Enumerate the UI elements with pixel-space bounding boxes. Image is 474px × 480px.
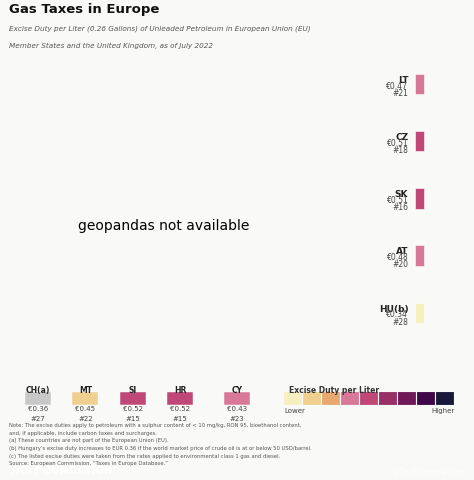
Text: €0.48: €0.48 (387, 252, 408, 262)
FancyBboxPatch shape (284, 393, 302, 406)
FancyBboxPatch shape (25, 393, 51, 405)
Text: #18: #18 (392, 145, 408, 155)
Text: MT: MT (79, 385, 92, 394)
Text: (b) Hungary’s excise duty increases to EUR 0.36 if the world market price of cru: (b) Hungary’s excise duty increases to E… (9, 445, 312, 450)
FancyBboxPatch shape (417, 393, 435, 406)
Text: Lower: Lower (284, 407, 305, 413)
Text: Note: The excise duties apply to petroleum with a sulphur content of < 10 mg/kg,: Note: The excise duties apply to petrole… (9, 422, 302, 427)
Text: Source: European Commission, “Taxes in Europe Database.”: Source: European Commission, “Taxes in E… (9, 460, 168, 465)
FancyBboxPatch shape (167, 393, 193, 405)
Text: Gas Taxes in Europe: Gas Taxes in Europe (9, 3, 160, 16)
Text: AT: AT (396, 247, 408, 256)
Text: LT: LT (398, 75, 408, 84)
FancyBboxPatch shape (224, 393, 250, 405)
Text: €0.45: €0.45 (75, 406, 95, 411)
Text: HR: HR (174, 385, 186, 394)
Text: €0.51: €0.51 (387, 195, 408, 204)
Text: €0.43: €0.43 (227, 406, 247, 411)
Text: CH(a): CH(a) (26, 385, 50, 394)
Text: #27: #27 (30, 415, 46, 421)
FancyBboxPatch shape (415, 74, 424, 95)
Text: Excise Duty per Liter (0.26 Gallons) of Unleaded Petroleum in European Union (EU: Excise Duty per Liter (0.26 Gallons) of … (9, 25, 311, 32)
FancyBboxPatch shape (398, 393, 416, 406)
FancyBboxPatch shape (415, 303, 424, 324)
Text: Member States and the United Kingdom, as of July 2022: Member States and the United Kingdom, as… (9, 42, 213, 48)
Text: €0.51: €0.51 (387, 138, 408, 147)
Text: #20: #20 (392, 260, 408, 269)
FancyBboxPatch shape (303, 393, 321, 406)
Text: Higher: Higher (432, 407, 455, 413)
Text: #21: #21 (392, 88, 408, 97)
Text: CY: CY (231, 385, 243, 394)
FancyBboxPatch shape (119, 393, 146, 405)
FancyBboxPatch shape (379, 393, 397, 406)
FancyBboxPatch shape (436, 393, 454, 406)
FancyBboxPatch shape (415, 132, 424, 152)
FancyBboxPatch shape (415, 189, 424, 209)
Text: €0.52: €0.52 (170, 406, 190, 411)
Text: #22: #22 (78, 415, 92, 421)
FancyBboxPatch shape (360, 393, 378, 406)
FancyBboxPatch shape (72, 393, 98, 405)
Text: and, if applicable, include carbon taxes and surcharges.: and, if applicable, include carbon taxes… (9, 430, 157, 435)
Text: @TaxFoundation: @TaxFoundation (390, 466, 465, 475)
Text: (c) The listed excise duties were taken from the rates applied to environmental : (c) The listed excise duties were taken … (9, 453, 281, 457)
Text: TAX FOUNDATION: TAX FOUNDATION (9, 466, 113, 475)
Text: €0.47: €0.47 (386, 81, 408, 90)
Text: €0.52: €0.52 (123, 406, 143, 411)
Text: CZ: CZ (395, 132, 408, 142)
Text: #23: #23 (229, 415, 245, 421)
Text: #15: #15 (125, 415, 140, 421)
Text: #16: #16 (392, 203, 408, 212)
Text: HU(b): HU(b) (379, 304, 408, 313)
Text: (a) These countries are not part of the European Union (EU).: (a) These countries are not part of the … (9, 438, 169, 443)
Text: SI: SI (128, 385, 137, 394)
Text: €0.34: €0.34 (386, 310, 408, 319)
Text: €0.36: €0.36 (28, 406, 48, 411)
Text: SK: SK (395, 190, 408, 199)
FancyBboxPatch shape (341, 393, 359, 406)
Text: #28: #28 (392, 317, 408, 326)
Text: #15: #15 (173, 415, 188, 421)
Text: Excise Duty per Liter: Excise Duty per Liter (289, 385, 379, 394)
Text: geopandas not available: geopandas not available (78, 218, 249, 233)
FancyBboxPatch shape (415, 246, 424, 266)
FancyBboxPatch shape (322, 393, 340, 406)
